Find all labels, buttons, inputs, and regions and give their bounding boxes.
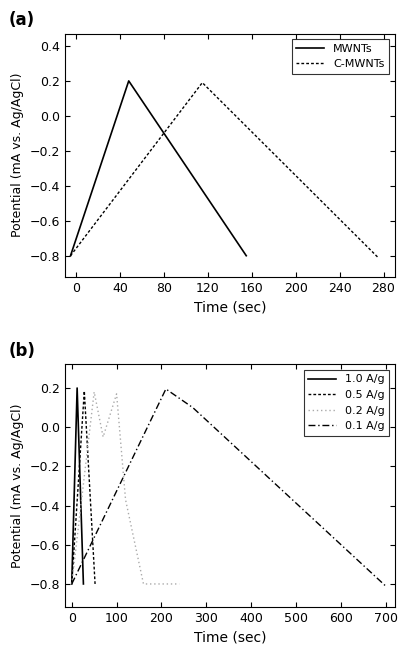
Text: (a): (a) xyxy=(9,11,35,29)
X-axis label: Time (sec): Time (sec) xyxy=(193,300,266,314)
0.1 A/g xyxy=(164,385,169,393)
1.0 A/g xyxy=(81,580,86,588)
MWNTs xyxy=(126,77,131,85)
0.2 A/g xyxy=(69,580,74,588)
0.1 A/g xyxy=(190,403,195,411)
0.2 A/g xyxy=(177,580,182,588)
Line: MWNTs: MWNTs xyxy=(70,81,246,256)
Text: (b): (b) xyxy=(9,342,36,359)
0.2 A/g xyxy=(92,388,97,396)
Line: 0.2 A/g: 0.2 A/g xyxy=(72,392,179,584)
0.2 A/g xyxy=(101,433,106,441)
Y-axis label: Potential (mA vs. Ag/AgCl): Potential (mA vs. Ag/AgCl) xyxy=(11,73,24,237)
C-MWNTs xyxy=(375,253,380,261)
C-MWNTs xyxy=(68,252,73,260)
0.2 A/g xyxy=(141,580,146,588)
Line: 0.1 A/g: 0.1 A/g xyxy=(72,389,386,586)
MWNTs xyxy=(244,252,249,260)
0.5 A/g xyxy=(92,580,97,588)
Y-axis label: Potential (mA vs. Ag/AgCl): Potential (mA vs. Ag/AgCl) xyxy=(11,403,24,568)
Legend: 1.0 A/g, 0.5 A/g, 0.2 A/g, 0.1 A/g: 1.0 A/g, 0.5 A/g, 0.2 A/g, 0.1 A/g xyxy=(303,370,389,436)
Line: C-MWNTs: C-MWNTs xyxy=(70,83,378,257)
0.5 A/g xyxy=(69,580,74,588)
MWNTs xyxy=(68,252,73,260)
1.0 A/g xyxy=(75,384,80,392)
Line: 1.0 A/g: 1.0 A/g xyxy=(72,388,83,584)
0.1 A/g xyxy=(69,580,74,588)
Legend: MWNTs, C-MWNTs: MWNTs, C-MWNTs xyxy=(292,39,389,73)
0.2 A/g xyxy=(123,496,128,504)
0.1 A/g xyxy=(383,582,388,590)
C-MWNTs xyxy=(200,79,205,87)
0.5 A/g xyxy=(82,387,87,395)
0.2 A/g xyxy=(114,390,119,398)
X-axis label: Time (sec): Time (sec) xyxy=(193,631,266,645)
Line: 0.5 A/g: 0.5 A/g xyxy=(72,391,95,584)
1.0 A/g xyxy=(69,580,74,588)
